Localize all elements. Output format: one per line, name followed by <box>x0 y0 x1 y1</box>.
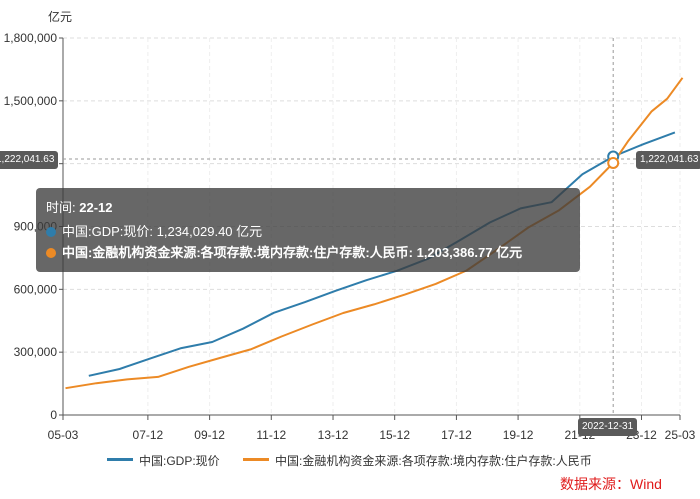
x-tick-label: 11-12 <box>256 428 286 442</box>
x-tick-label: 05-03 <box>48 428 79 442</box>
tooltip-row-deposit-text: 中国:金融机构资金来源:各项存款:境内存款:住户存款:人民币: 1,203,38… <box>62 245 523 260</box>
tooltip: 时间: 22-12 中国:GDP:现价: 1,234,029.40 亿元 中国:… <box>36 188 580 272</box>
tooltip-title-value: 22-12 <box>79 200 113 215</box>
legend-item-gdp[interactable]: 中国:GDP:现价 <box>107 452 220 469</box>
tooltip-title-prefix: 时间: <box>46 200 80 215</box>
y-tick-label: 600,000 <box>14 282 58 296</box>
y-tick-label: 1,500,000 <box>4 94 58 108</box>
y-tick-label: 300,000 <box>14 345 58 359</box>
x-tick-label: 15-12 <box>379 428 410 442</box>
crosshair <box>63 38 680 415</box>
y-tick-label: 1,800,000 <box>4 31 58 45</box>
crosshair-point-deposit <box>607 156 620 169</box>
legend-line-icon <box>243 458 270 461</box>
tooltip-row-gdp-text: 中国:GDP:现价: 1,234,029.40 亿元 <box>62 224 263 239</box>
series-dot-icon <box>46 227 56 237</box>
data-source-note: 数据来源：Wind <box>560 476 662 492</box>
crosshair-x-label: 2022-12-31 <box>578 418 638 436</box>
x-tick-label: 17-12 <box>441 428 472 442</box>
legend-label-gdp: 中国:GDP:现价 <box>139 454 220 468</box>
legend: 中国:GDP:现价 中国:金融机构资金来源:各项存款:境内存款:住户存款:人民币 <box>107 452 612 470</box>
y-axis-unit: 亿元 <box>48 9 72 24</box>
x-tick-label: 09-12 <box>194 428 225 442</box>
tooltip-title: 时间: 22-12 <box>46 197 570 216</box>
series-line-gdp <box>88 131 676 377</box>
x-tick-label: 07-12 <box>133 428 164 442</box>
legend-line-icon <box>107 458 133 461</box>
x-tick-label: 19-12 <box>503 428 534 442</box>
legend-label-deposit: 中国:金融机构资金来源:各项存款:境内存款:住户存款:人民币 <box>275 454 592 468</box>
crosshair-y-label-right: 1,222,041.63 <box>636 151 700 169</box>
x-tick-label: 13-12 <box>318 428 349 442</box>
tooltip-row-gdp: 中国:GDP:现价: 1,234,029.40 亿元 <box>46 221 570 242</box>
tooltip-row-deposit: 中国:金融机构资金来源:各项存款:境内存款:住户存款:人民币: 1,203,38… <box>46 242 570 263</box>
crosshair-y-label-left: 1,222,041.63 <box>0 151 59 169</box>
y-tick-label: 0 <box>50 408 57 422</box>
legend-item-deposit[interactable]: 中国:金融机构资金来源:各项存款:境内存款:住户存款:人民币 <box>243 452 592 469</box>
series-dot-icon <box>46 248 56 258</box>
x-tick-label: 25-03 <box>665 428 696 442</box>
